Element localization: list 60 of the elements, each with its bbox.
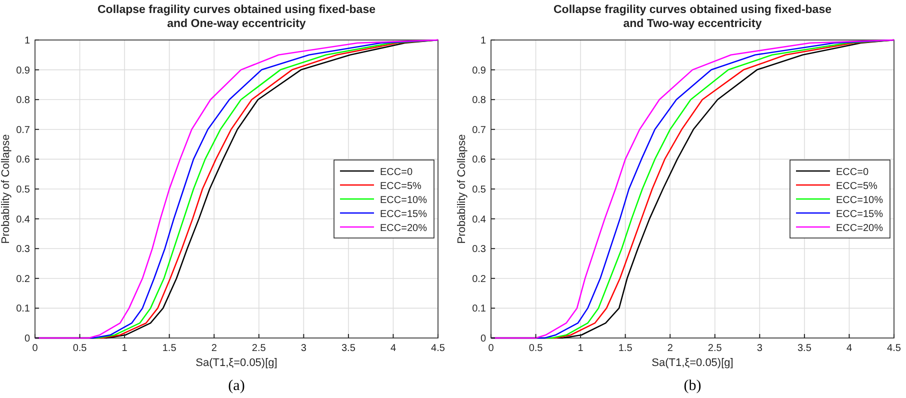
x-tick-label: 0.5: [72, 343, 88, 354]
legend-label: ECC=10%: [836, 195, 884, 206]
y-tick-label: 0.3: [16, 244, 30, 256]
legend-label: ECC=0: [380, 167, 413, 178]
x-tick-label: 1.5: [162, 343, 177, 354]
legend-label: ECC=0: [836, 167, 869, 178]
x-tick-label: 0.5: [528, 343, 544, 354]
x-tick-label: 1: [578, 343, 584, 354]
y-axis-title: Probability of Collapse: [0, 134, 12, 244]
y-tick-label: 0: [480, 334, 486, 344]
text: (b): [684, 378, 702, 394]
y-tick-label: 0.9: [16, 65, 30, 76]
y-tick-label: 0.4: [472, 214, 486, 226]
x-tick-label: 3.5: [341, 343, 356, 354]
x-tick-label: 4: [390, 343, 396, 354]
y-tick-label: 0: [24, 334, 30, 344]
x-axis-title: Sa(T1,ξ=0.05)[g]: [196, 357, 278, 369]
x-tick-label: 0: [488, 343, 494, 354]
y-tick-label: 0.7: [472, 124, 486, 136]
x-tick-label: 1: [122, 343, 128, 354]
y-tick-label: 0.1: [472, 304, 486, 315]
x-tick-label: 2: [667, 343, 674, 354]
chart-title: Collapse fragility curves obtained using fixed-base and One-way eccentricity: [98, 4, 376, 30]
text: (a): [228, 378, 245, 394]
x-tick-label: 3: [300, 343, 307, 354]
legend-label: ECC=10%: [380, 195, 428, 206]
y-axis-title: Probability of Collapse: [456, 134, 468, 244]
x-axis-title: Sa(T1,ξ=0.05)[g]: [652, 357, 734, 369]
y-tick-label: 0.9: [472, 65, 486, 76]
legend-label: ECC=20%: [380, 223, 428, 234]
y-tick-label: 0.5: [16, 184, 30, 196]
x-tick-label: 4: [846, 343, 852, 354]
y-tick-label: 1: [480, 36, 486, 46]
y-tick-label: 0.2: [16, 274, 30, 285]
x-tick-label: 4.5: [431, 343, 446, 354]
y-tick-label: 1: [24, 36, 30, 46]
legend-label: ECC=20%: [836, 223, 884, 234]
x-tick-label: 2.5: [252, 343, 266, 354]
y-tick-label: 0.4: [16, 214, 30, 226]
y-tick-label: 0.1: [16, 304, 30, 315]
y-tick-label: 0.7: [16, 124, 30, 136]
legend-label: ECC=5%: [380, 181, 422, 192]
legend-label: ECC=5%: [836, 181, 878, 192]
x-tick-label: 0: [32, 343, 38, 354]
y-tick-label: 0.8: [16, 95, 30, 106]
legend-label: ECC=15%: [836, 209, 884, 220]
x-tick-label: 2: [211, 343, 218, 354]
x-tick-label: 3.5: [797, 343, 812, 354]
legend-label: ECC=15%: [380, 209, 428, 220]
x-tick-label: 4.5: [887, 343, 902, 354]
y-tick-label: 0.6: [16, 154, 30, 166]
y-tick-label: 0.6: [472, 154, 486, 166]
chart-title: Collapse fragility curves obtained using fixed-base and Two-way eccentricity: [554, 4, 832, 30]
y-tick-label: 0.2: [472, 274, 486, 285]
y-tick-label: 0.3: [472, 244, 486, 256]
x-tick-label: 2.5: [708, 343, 722, 354]
x-tick-label: 3: [756, 343, 763, 354]
y-tick-label: 0.8: [472, 95, 486, 106]
x-tick-label: 1.5: [618, 343, 633, 354]
y-tick-label: 0.5: [472, 184, 486, 196]
